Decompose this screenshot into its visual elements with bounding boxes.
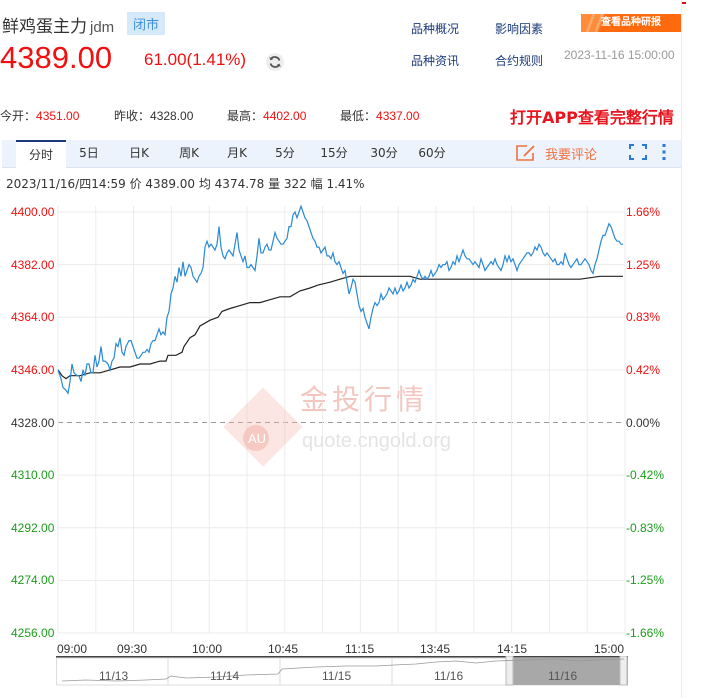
stat-open-value: 4351.00: [36, 109, 80, 123]
refresh-icon: [269, 56, 281, 68]
x-tick-label: 11:15: [345, 642, 375, 656]
y-tick-percent-label: 1.66%: [626, 205, 661, 219]
watermark-title: 金投行情: [300, 383, 428, 416]
research-report-button[interactable]: 查看品种研报: [581, 14, 681, 32]
y-tick-percent-label: -0.83%: [626, 520, 665, 535]
refresh-button[interactable]: [266, 53, 284, 71]
y-tick-percent-label: 0.00%: [626, 415, 661, 430]
y-tick-percent-label: 1.25%: [626, 257, 661, 272]
x-tick-label: 15:00: [594, 642, 625, 656]
fullscreen-icon: [629, 144, 647, 160]
y-tick-percent-label: -0.42%: [626, 468, 665, 483]
price-line: [57, 204, 623, 395]
y-tick-percent-label: 0.83%: [626, 310, 661, 325]
instrument-name: 鲜鸡蛋主力: [2, 17, 87, 37]
range-navigator[interactable]: 11/13 11/14 11/15 11/16 11/16: [56, 656, 628, 698]
y-tick-label: 4292.00: [11, 520, 55, 535]
y-tick-percent-label: -1.66%: [626, 626, 665, 640]
y-tick-label: 4256.00: [11, 626, 55, 640]
chart-grid: [57, 206, 626, 634]
x-tick-label: 09:30: [117, 642, 148, 656]
x-tick-label: 13:45: [420, 642, 451, 656]
watermark-url: quote.cngold.org: [302, 430, 451, 452]
chart-period-tabs: 分时 5日 日K 周K 月K 5分 15分 30分 60分: [2, 140, 681, 168]
more-menu-button[interactable]: [661, 143, 667, 166]
tab-5day[interactable]: 5日: [79, 146, 99, 160]
link-factors[interactable]: 影响因素: [495, 22, 544, 36]
more-vertical-icon: [662, 144, 666, 160]
stat-low: 最低：4337.00: [340, 107, 419, 124]
stat-low-value: 4337.00: [376, 109, 420, 123]
stat-high-value: 4402.00: [263, 109, 307, 123]
tab-intraday[interactable]: 分时: [16, 140, 66, 168]
instrument-title: 鲜鸡蛋主力 jdm: [2, 12, 114, 37]
y-tick-percent-label: 0.42%: [626, 362, 661, 377]
x-tick-label: 10:45: [268, 642, 299, 656]
comment-label: 我要评论: [545, 147, 598, 163]
current-price: 4389.00: [0, 40, 113, 75]
x-tick-label: 09:00: [57, 642, 88, 656]
navigator-label: 11/14: [210, 669, 239, 683]
comment-button[interactable]: 我要评论: [515, 143, 597, 163]
navigator-selected-range[interactable]: [512, 658, 628, 685]
tab-15min[interactable]: 15分: [320, 146, 348, 160]
x-tick-label: 10:00: [192, 642, 223, 656]
quote-timestamp: 2023-11-16 15:00:00: [564, 48, 675, 62]
edit-icon: [516, 145, 535, 161]
stat-prev-close-value: 4328.00: [150, 109, 194, 123]
navigator-label: 11/16: [434, 669, 463, 683]
y-tick-percent-label: -1.25%: [626, 573, 665, 588]
navigator-right-handle[interactable]: [619, 656, 628, 686]
stat-prev-close-label: 昨收：: [114, 109, 151, 123]
fullscreen-button[interactable]: [629, 144, 647, 165]
open-app-link[interactable]: 打开APP查看完整行情: [510, 108, 674, 127]
y-tick-label: 4364.00: [11, 310, 55, 325]
stat-prev-close: 昨收：4328.00: [114, 107, 193, 124]
navigator-left-handle[interactable]: [505, 656, 514, 686]
y-tick-label: 4346.00: [11, 362, 55, 377]
stat-low-label: 最低：: [340, 109, 377, 123]
price-change: 61.00(1.41%): [144, 50, 247, 69]
x-tick-label: 14:15: [497, 642, 528, 656]
stat-open: 今开：4351.00: [0, 107, 79, 124]
tab-weekly-k[interactable]: 周K: [179, 146, 199, 160]
intraday-chart[interactable]: AU 金投行情 quote.cngold.org: [0, 195, 705, 698]
watermark-badge: AU: [248, 431, 266, 446]
navigator-label: 11/16: [548, 669, 577, 683]
tab-5min[interactable]: 5分: [275, 146, 295, 160]
status-badge: 闭市: [127, 12, 166, 35]
y-tick-label: 4328.00: [11, 415, 55, 430]
y-tick-label: 4274.00: [11, 573, 55, 588]
y-tick-label: 4382.00: [11, 257, 55, 272]
page-scrollbar[interactable]: [681, 0, 705, 698]
stat-high-label: 最高：: [227, 109, 264, 123]
tab-60min[interactable]: 60分: [418, 146, 446, 160]
watermark: AU 金投行情 quote.cngold.org: [223, 383, 451, 467]
y-tick-label: 4310.00: [11, 468, 55, 483]
crosshair-info: 2023/11/16/四14:59 价 4389.00 均 4374.78 量 …: [6, 177, 365, 191]
average-price-line: [57, 275, 623, 380]
navigator-label: 11/15: [322, 669, 351, 683]
link-news[interactable]: 品种资讯: [411, 54, 460, 68]
y-tick-label: 4400.00: [11, 205, 55, 219]
tab-monthly-k[interactable]: 月K: [227, 146, 247, 160]
tab-daily-k[interactable]: 日K: [129, 146, 149, 160]
link-contract-rules[interactable]: 合约规则: [495, 54, 544, 68]
instrument-code: jdm: [90, 19, 115, 36]
tab-30min[interactable]: 30分: [370, 146, 398, 160]
navigator-label: 11/13: [99, 669, 128, 683]
link-overview[interactable]: 品种概况: [411, 22, 460, 36]
stat-open-label: 今开：: [0, 109, 37, 123]
stat-high: 最高：4402.00: [227, 107, 306, 124]
